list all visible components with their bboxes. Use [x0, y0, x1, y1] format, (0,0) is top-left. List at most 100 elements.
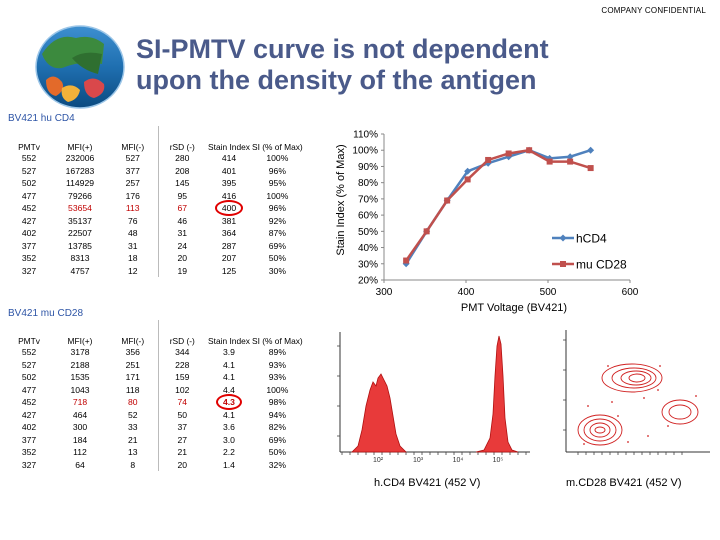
table-cell: 67 [157, 202, 206, 215]
table-cell: 232006 [65, 153, 95, 164]
table-cell: 4757 [70, 265, 90, 276]
y-tick-label: 110% [353, 130, 378, 141]
table-cell: 718 [72, 397, 88, 408]
table-cell: 96% [268, 203, 286, 214]
series-line-mu-cd28 [405, 148, 592, 262]
table-cell: 395 [221, 178, 237, 189]
table-cell: 171 [125, 372, 140, 383]
y-tick-label: 40% [358, 243, 378, 254]
table-cell: 74 [157, 396, 206, 409]
y-tick-label: 90% [358, 162, 378, 173]
chart-axes [383, 134, 630, 281]
table-cell: 112 [73, 447, 87, 458]
table-cell: 31 [127, 240, 138, 251]
mcd28-contour-panel [548, 326, 712, 466]
col-header: rSD (-) [157, 320, 206, 346]
data-point [505, 150, 512, 157]
highlight-circle: 400 [214, 200, 244, 217]
table-cell: 452 [21, 397, 37, 408]
col-header: PMTv [18, 336, 40, 346]
title-line-2: upon the density of the antigen [136, 65, 537, 95]
table-row: 427 464 52 50 4.1 94% [6, 408, 303, 421]
table-cell: 13785 [68, 240, 92, 251]
table-cell: 356 [125, 347, 140, 358]
data-point [403, 257, 410, 264]
table-row-highlighted: 452 718 80 74 4.3 98% [6, 394, 303, 411]
table-cell: 8 [130, 459, 136, 470]
table-cell: 300 [72, 422, 88, 433]
data-point [485, 156, 492, 163]
table-cell: 184 [72, 434, 88, 445]
table-cell: 167283 [65, 165, 95, 176]
data-point [546, 158, 553, 165]
table-cell: 4.1 [223, 409, 235, 420]
table-cell: 377 [125, 165, 140, 176]
table-cell: 251 [125, 359, 140, 370]
table-cell: 80 [127, 397, 138, 408]
x-tick-label: 10³ [413, 457, 424, 464]
table-cell: 114929 [65, 178, 95, 189]
table-cell: 477 [21, 190, 37, 201]
table-row: 477 79266 176 95 416 100% [6, 189, 303, 202]
table-cell: 102 [157, 383, 206, 396]
x-tick-label: 300 [376, 287, 393, 298]
col-header: MFI(+) [67, 142, 93, 152]
table-cell: 344 [157, 346, 206, 359]
table-cell: 95 [157, 189, 206, 202]
table-cell: 24 [157, 239, 206, 252]
legend-marker [559, 234, 567, 242]
confidential-label: COMPANY CONFIDENTIAL [601, 6, 706, 15]
table-cell: 37 [157, 421, 206, 434]
y-tick-labels: 20% 30% 40% 50% 60% 70% 80% 90% 100% 110% [352, 130, 384, 287]
data-point [587, 165, 594, 172]
table-cell: 3.0 [223, 434, 235, 445]
chart-series [402, 146, 595, 268]
y-axis-label: Stain Index (% of Max) [335, 144, 347, 255]
table-cell: 3.6 [223, 422, 235, 433]
table-cell: 64 [75, 459, 85, 470]
table-cell: 100% [266, 190, 289, 201]
table-cell: 125 [221, 265, 237, 276]
mcd28-contour-plot [563, 330, 710, 455]
table-cell: 2188 [70, 359, 90, 370]
table-cell: 53654 [68, 203, 92, 214]
table-cell: 527 [21, 359, 37, 370]
table-cell: 18 [127, 253, 138, 264]
slide-title: SI-PMTV curve is not dependent upon the … [136, 34, 696, 96]
table-row: 552 232006 527 280 414 100% [6, 152, 303, 165]
x-tick-label: 600 [622, 287, 639, 298]
legend-marker [560, 261, 566, 267]
table-cell: 21 [157, 446, 206, 459]
x-tick-label: 10⁴ [453, 457, 464, 464]
table-cd4-label: BV421 hu CD4 [8, 113, 75, 124]
table-cell: 502 [21, 178, 37, 189]
table-cell: 1.4 [223, 459, 235, 470]
table-row: 527 2188 251 228 4.1 93% [6, 358, 303, 371]
data-point [423, 228, 430, 235]
y-tick-label: 20% [358, 276, 378, 287]
table-cell: 48 [127, 228, 138, 239]
col-header: MFI(-) [121, 142, 145, 152]
table-cell: 12 [127, 265, 138, 276]
table-cell: 402 [21, 422, 37, 433]
table-header-row: PMTv MFI(+) MFI(-) rSD (-) Stain Index S… [6, 126, 303, 152]
cd4-table: PMTv MFI(+) MFI(-) rSD (-) Stain Index S… [6, 126, 303, 277]
table-cell: 377 [21, 434, 37, 445]
table-cell: 3.9 [223, 347, 235, 358]
table-row: 402 22507 48 31 364 87% [6, 227, 303, 240]
table-row: 552 3178 356 344 3.9 89% [6, 346, 303, 359]
table-row: 327 4757 12 19 125 30% [6, 264, 303, 277]
table-cell: 50% [268, 447, 286, 458]
table-cell: 52 [127, 409, 138, 420]
y-tick-label: 100% [352, 146, 378, 157]
table-cell: 352 [21, 447, 37, 458]
table-cell: 4.1 [223, 372, 235, 383]
table-cell: 35137 [68, 215, 92, 226]
table-cell: 8313 [70, 253, 90, 264]
legend-label: mu CD28 [576, 258, 627, 272]
table-cell: 464 [72, 409, 88, 420]
x-axis-label: PMT Voltage (BV421) [461, 302, 567, 314]
table-cell: 20 [157, 252, 206, 265]
table-cell: 145 [157, 177, 206, 190]
data-point [587, 146, 595, 154]
